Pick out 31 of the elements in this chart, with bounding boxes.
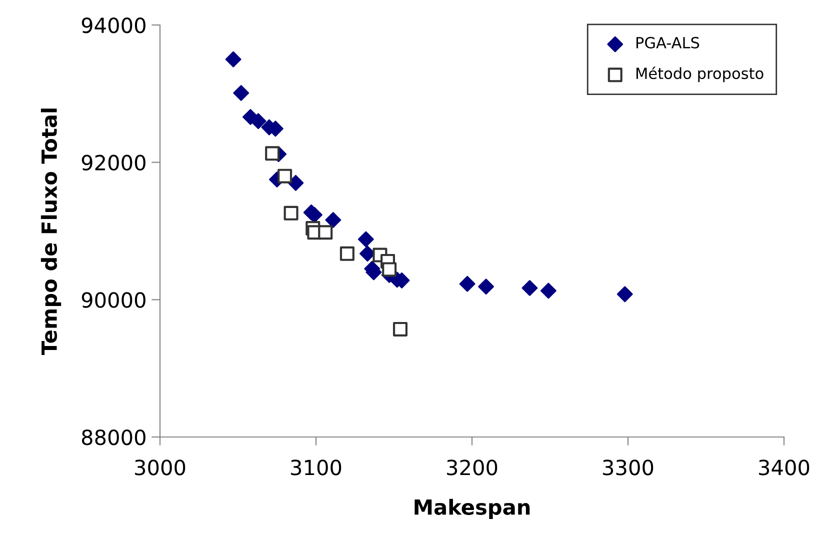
point	[616, 286, 633, 302]
x-tick-label: 3400	[759, 460, 810, 476]
y-axis-title: Tempo de Fluxo Total	[40, 108, 62, 355]
point	[540, 282, 556, 299]
point	[250, 113, 266, 130]
legend-label: PGA-ALS	[636, 36, 700, 48]
point	[478, 278, 494, 295]
point	[288, 174, 304, 191]
point	[382, 262, 397, 277]
y-tick-label: 92000	[82, 154, 146, 171]
point	[522, 280, 538, 296]
x-tick-label: 3100	[291, 460, 342, 476]
point	[318, 225, 333, 240]
x-tick-label: 3000	[135, 460, 186, 476]
point	[284, 206, 298, 220]
point	[340, 246, 354, 261]
legend-label: Método proposto	[636, 66, 764, 82]
x-tick-label: 3300	[603, 460, 654, 476]
x-axis-title: Makespan	[414, 498, 530, 519]
point	[358, 231, 374, 248]
point	[225, 51, 242, 68]
y-tick-label: 88000	[82, 429, 146, 446]
x-tick-label: 3200	[447, 460, 498, 476]
point	[278, 168, 292, 184]
point	[265, 146, 280, 161]
y-tick-label: 90000	[82, 292, 146, 308]
point	[459, 276, 476, 292]
point	[392, 322, 408, 336]
point	[325, 212, 342, 228]
y-tick-label: 94000	[82, 17, 146, 34]
point	[233, 85, 250, 101]
